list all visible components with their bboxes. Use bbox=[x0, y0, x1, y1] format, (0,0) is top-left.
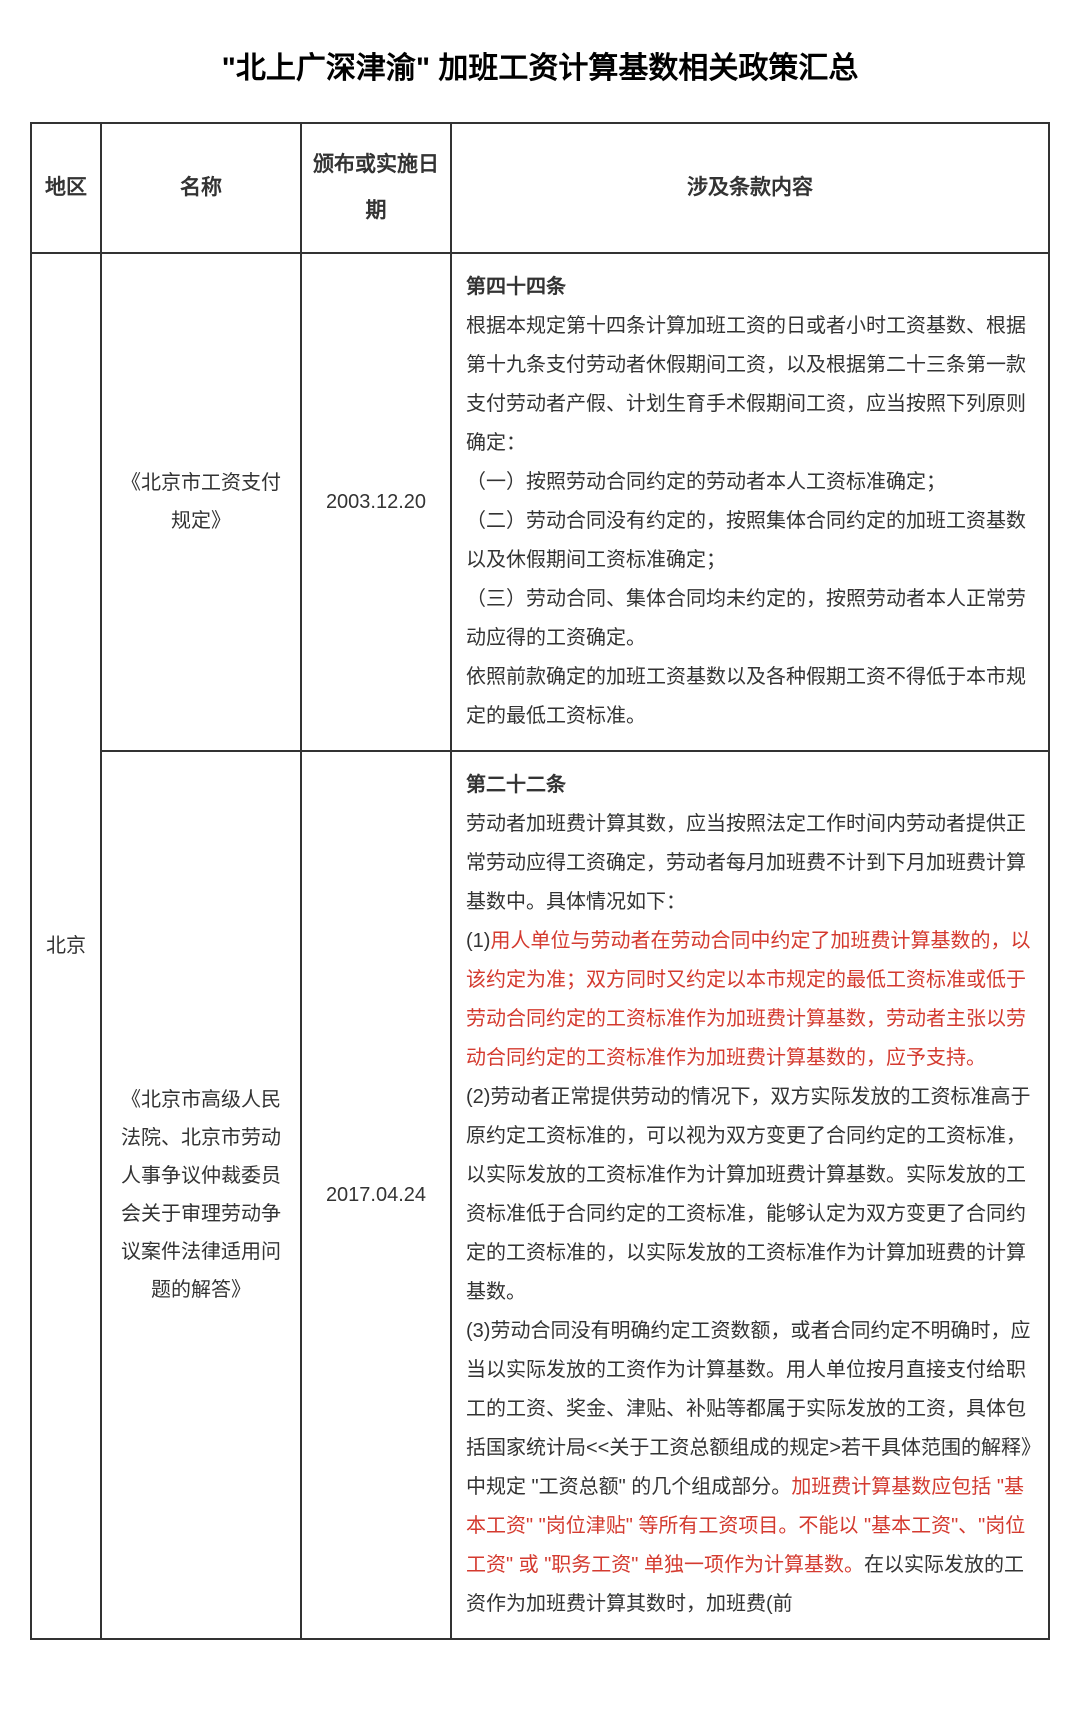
content-line: (2)劳动者正常提供劳动的情况下，双方实际发放的工资标准高于原约定工资标准的，可… bbox=[466, 1086, 1030, 1303]
content-line: (3)劳动合同没有明确约定工资数额，或者合同约定不明确时，应当以实际发放的工资作… bbox=[466, 1320, 1031, 1498]
header-region: 地区 bbox=[31, 123, 101, 253]
content-line: （一）按照劳动合同约定的劳动者本人工资标准确定； bbox=[466, 471, 946, 493]
cell-content: 第二十二条 劳动者加班费计算其数，应当按照法定工作时间内劳动者提供正常劳动应得工… bbox=[451, 751, 1049, 1639]
content-line: （三）劳动合同、集体合同均未约定的，按照劳动者本人正常劳动应得的工资确定。 bbox=[466, 588, 1026, 649]
content-line: 劳动者加班费计算其数，应当按照法定工作时间内劳动者提供正常劳动应得工资确定，劳动… bbox=[466, 813, 1026, 913]
policy-table: 地区 名称 颁布或实施日期 涉及条款内容 北京 《北京市工资支付规定》 2003… bbox=[30, 122, 1050, 1640]
highlight-text: 用人单位与劳动者在劳动合同中约定了加班费计算基数的，以该约定为准；双方同时又约定… bbox=[466, 930, 1030, 1069]
cell-date: 2003.12.20 bbox=[301, 253, 451, 751]
article-title: 第二十二条 bbox=[466, 774, 566, 796]
content-line: 依照前款确定的加班工资基数以及各种假期工资不得低于本市规定的最低工资标准。 bbox=[466, 666, 1026, 727]
article-title: 第四十四条 bbox=[466, 276, 566, 298]
cell-date: 2017.04.24 bbox=[301, 751, 451, 1639]
content-line: （二）劳动合同没有约定的，按照集体合同约定的加班工资基数以及休假期间工资标准确定… bbox=[466, 510, 1026, 571]
cell-name: 《北京市高级人民法院、北京市劳动人事争议仲裁委员会关于审理劳动争议案件法律适用问… bbox=[101, 751, 301, 1639]
cell-content: 第四十四条 根据本规定第十四条计算加班工资的日或者小时工资基数、根据第十九条支付… bbox=[451, 253, 1049, 751]
content-line: 根据本规定第十四条计算加班工资的日或者小时工资基数、根据第十九条支付劳动者休假期… bbox=[466, 315, 1026, 454]
cell-region: 北京 bbox=[31, 253, 101, 1639]
header-date: 颁布或实施日期 bbox=[301, 123, 451, 253]
table-row: 《北京市高级人民法院、北京市劳动人事争议仲裁委员会关于审理劳动争议案件法律适用问… bbox=[31, 751, 1049, 1639]
content-line: (1) bbox=[466, 930, 490, 952]
header-name: 名称 bbox=[101, 123, 301, 253]
page-title: "北上广深津渝" 加班工资计算基数相关政策汇总 bbox=[30, 40, 1050, 97]
cell-name: 《北京市工资支付规定》 bbox=[101, 253, 301, 751]
header-content: 涉及条款内容 bbox=[451, 123, 1049, 253]
table-row: 北京 《北京市工资支付规定》 2003.12.20 第四十四条 根据本规定第十四… bbox=[31, 253, 1049, 751]
